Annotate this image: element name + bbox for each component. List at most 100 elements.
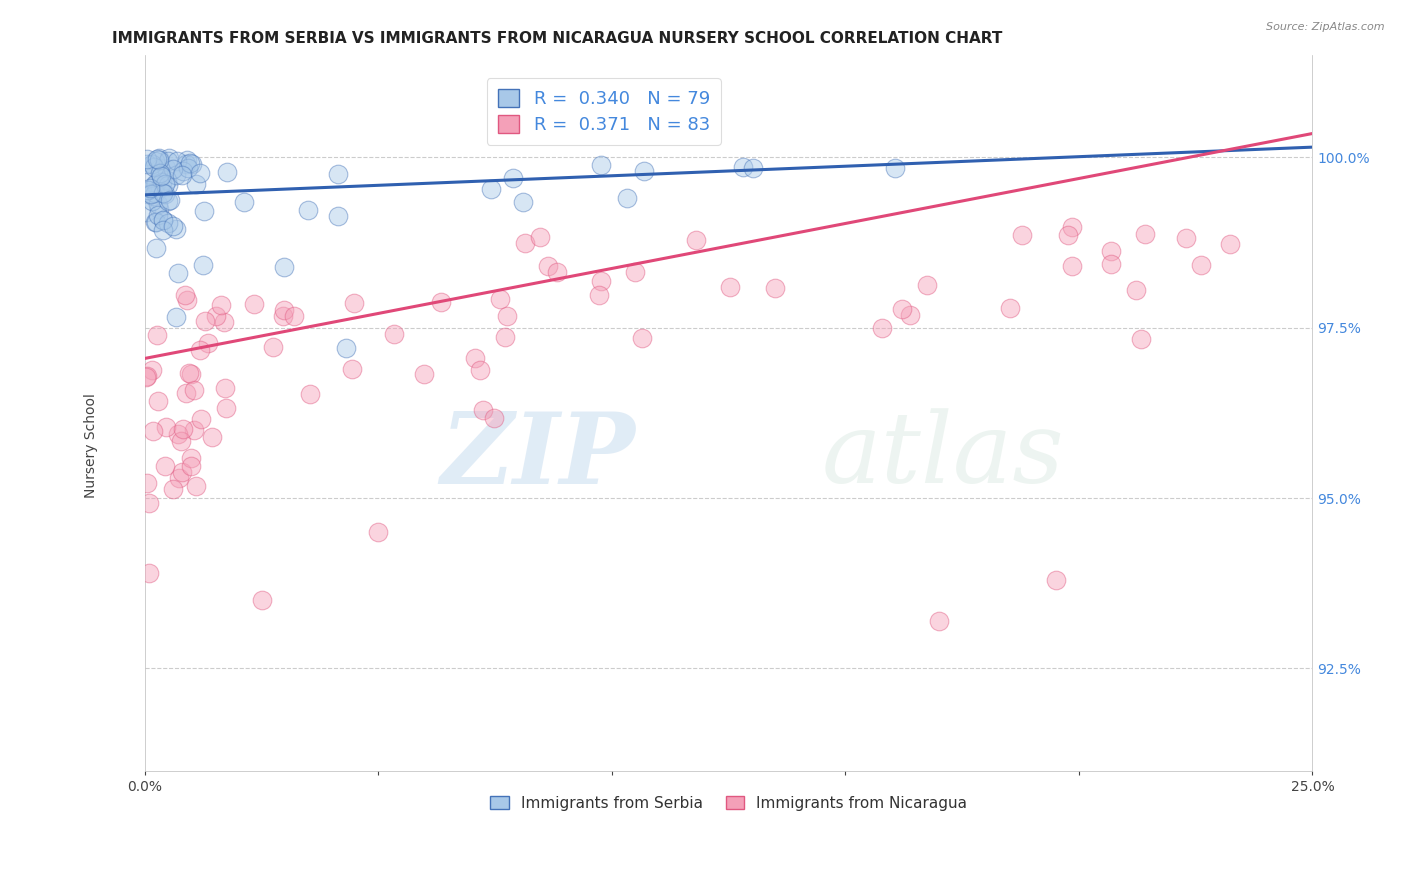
Point — [204, 309, 226, 323]
Point — [1129, 332, 1152, 346]
Point — [1099, 257, 1122, 271]
Point — [1056, 227, 1078, 242]
Point — [191, 258, 214, 272]
Point — [143, 186, 166, 201]
Point — [742, 161, 765, 176]
Point — [197, 335, 219, 350]
Point — [172, 421, 194, 435]
Point — [250, 593, 273, 607]
Point — [155, 177, 177, 191]
Text: Source: ZipAtlas.com: Source: ZipAtlas.com — [1267, 22, 1385, 32]
Point — [214, 381, 236, 395]
Point — [1045, 573, 1067, 587]
Point — [631, 330, 654, 344]
Text: atlas: atlas — [823, 409, 1064, 503]
Point — [141, 363, 163, 377]
Point — [136, 183, 159, 197]
Point — [149, 169, 172, 184]
Point — [243, 296, 266, 310]
Point — [162, 162, 184, 177]
Point — [464, 351, 486, 366]
Point — [763, 281, 786, 295]
Point — [273, 260, 295, 274]
Point — [326, 209, 349, 223]
Point — [633, 164, 655, 178]
Point — [165, 168, 187, 182]
Point — [156, 216, 179, 230]
Point — [685, 233, 707, 247]
Point — [166, 153, 188, 168]
Point — [183, 423, 205, 437]
Point — [733, 160, 755, 174]
Point — [135, 153, 157, 167]
Point — [194, 314, 217, 328]
Point — [998, 301, 1021, 316]
Point — [139, 187, 162, 202]
Point — [148, 153, 170, 167]
Point — [181, 157, 204, 171]
Point — [413, 368, 436, 382]
Point — [143, 215, 166, 229]
Point — [152, 186, 174, 200]
Point — [1219, 236, 1241, 251]
Point — [167, 426, 190, 441]
Point — [173, 288, 195, 302]
Text: Nursery School: Nursery School — [84, 393, 98, 499]
Point — [176, 293, 198, 308]
Point — [165, 222, 187, 236]
Point — [1060, 219, 1083, 234]
Point — [138, 167, 160, 181]
Point — [162, 219, 184, 233]
Point — [188, 343, 211, 357]
Point — [193, 204, 215, 219]
Point — [177, 161, 200, 176]
Point — [150, 168, 173, 182]
Point — [1060, 259, 1083, 273]
Point — [382, 326, 405, 341]
Point — [489, 292, 512, 306]
Point — [146, 153, 169, 167]
Point — [1135, 227, 1157, 242]
Point — [186, 479, 208, 493]
Point — [188, 166, 211, 180]
Point — [159, 193, 181, 207]
Point — [149, 161, 172, 175]
Point — [233, 194, 256, 209]
Point — [139, 180, 162, 194]
Point — [1125, 283, 1147, 297]
Point — [589, 274, 612, 288]
Point — [367, 525, 389, 540]
Point — [496, 309, 519, 323]
Point — [145, 241, 167, 255]
Point — [143, 153, 166, 168]
Point — [512, 194, 534, 209]
Point — [273, 303, 295, 318]
Point — [157, 154, 180, 169]
Point — [343, 296, 366, 310]
Point — [479, 182, 502, 196]
Point — [135, 369, 157, 384]
Point — [1099, 244, 1122, 259]
Point — [142, 424, 165, 438]
Text: ZIP: ZIP — [440, 408, 636, 504]
Point — [135, 476, 157, 491]
Point — [176, 153, 198, 168]
Point — [429, 294, 451, 309]
Point — [153, 186, 176, 201]
Point — [340, 362, 363, 376]
Point — [166, 266, 188, 280]
Point — [546, 265, 568, 279]
Point — [718, 280, 741, 294]
Point — [190, 412, 212, 426]
Point — [155, 420, 177, 434]
Point — [138, 566, 160, 580]
Point — [152, 222, 174, 236]
Point — [180, 450, 202, 465]
Point — [513, 235, 536, 250]
Point — [138, 496, 160, 510]
Point — [148, 152, 170, 166]
Text: IMMIGRANTS FROM SERBIA VS IMMIGRANTS FROM NICARAGUA NURSERY SCHOOL CORRELATION C: IMMIGRANTS FROM SERBIA VS IMMIGRANTS FRO… — [112, 31, 1002, 46]
Point — [141, 194, 163, 209]
Point — [155, 161, 177, 175]
Point — [179, 156, 201, 170]
